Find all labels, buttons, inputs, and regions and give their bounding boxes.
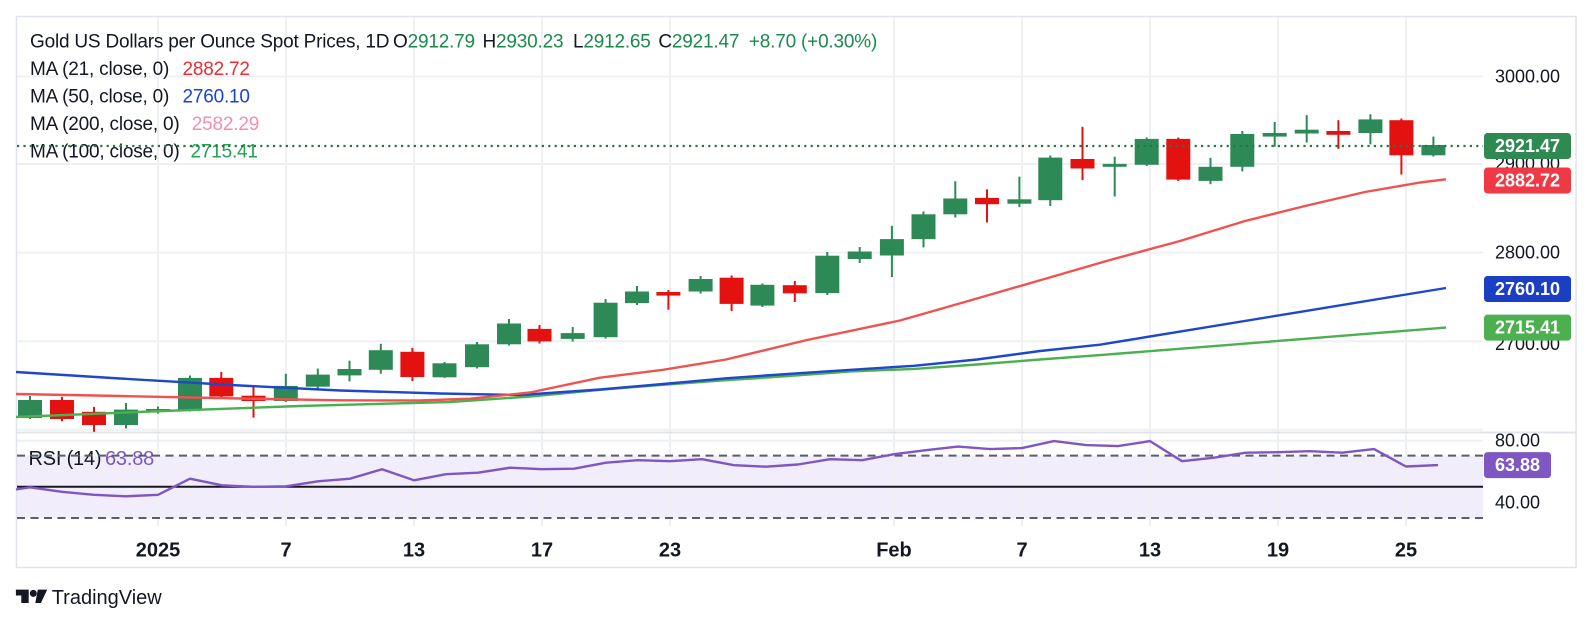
svg-text:MA (100, close, 0): MA (100, close, 0) — [30, 142, 180, 163]
svg-text:Feb: Feb — [876, 540, 912, 562]
svg-text:2025: 2025 — [136, 540, 181, 562]
svg-text:13: 13 — [1139, 540, 1161, 562]
svg-text:2760.10: 2760.10 — [183, 87, 250, 108]
svg-text:19: 19 — [1267, 540, 1289, 562]
svg-text:TradingView: TradingView — [52, 587, 163, 609]
svg-text:H2930.23: H2930.23 — [483, 32, 564, 53]
svg-text:MA (200, close, 0): MA (200, close, 0) — [30, 114, 180, 135]
svg-text:RSI (14): RSI (14) — [29, 448, 102, 470]
svg-text:7: 7 — [280, 540, 291, 562]
svg-text:13: 13 — [403, 540, 425, 562]
svg-text:Gold US Dollars per Ounce Spot: Gold US Dollars per Ounce Spot Prices, 1… — [30, 32, 389, 53]
svg-text:80.00: 80.00 — [1495, 431, 1540, 451]
svg-text:23: 23 — [659, 540, 681, 562]
svg-text:+8.70 (+0.30%): +8.70 (+0.30%) — [749, 32, 877, 53]
svg-text:MA (50, close, 0): MA (50, close, 0) — [30, 87, 169, 108]
svg-text:2882.72: 2882.72 — [183, 59, 250, 80]
svg-text:2715.41: 2715.41 — [1495, 318, 1560, 338]
svg-text:40.00: 40.00 — [1495, 492, 1540, 512]
svg-text:2882.72: 2882.72 — [1495, 171, 1560, 191]
svg-text:C2921.47: C2921.47 — [658, 32, 739, 53]
svg-text:25: 25 — [1395, 540, 1417, 562]
svg-text:L2912.65: L2912.65 — [573, 32, 651, 53]
svg-text:MA (21, close, 0): MA (21, close, 0) — [30, 59, 169, 80]
svg-text:7: 7 — [1016, 540, 1027, 562]
svg-text:3000.00: 3000.00 — [1495, 67, 1560, 87]
svg-text:17: 17 — [531, 540, 553, 562]
svg-text:2921.47: 2921.47 — [1495, 136, 1560, 156]
svg-text:2760.10: 2760.10 — [1495, 279, 1560, 299]
svg-text:O2912.79: O2912.79 — [393, 32, 475, 53]
svg-text:63.88: 63.88 — [1495, 455, 1540, 475]
svg-text:2582.29: 2582.29 — [192, 114, 259, 135]
svg-text:2715.41: 2715.41 — [191, 142, 258, 163]
svg-text:2800.00: 2800.00 — [1495, 243, 1560, 263]
svg-text:63.88: 63.88 — [105, 448, 154, 470]
